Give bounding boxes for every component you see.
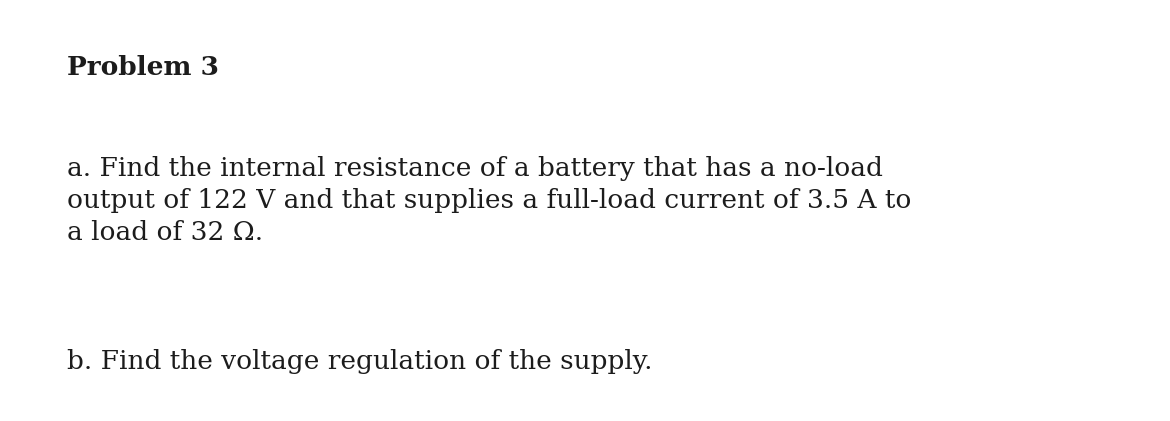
Text: a. Find the internal resistance of a battery that has a no-load
output of 122 V : a. Find the internal resistance of a bat…: [67, 156, 911, 245]
Text: b. Find the voltage regulation of the supply.: b. Find the voltage regulation of the su…: [67, 349, 652, 374]
Text: Problem 3: Problem 3: [67, 55, 219, 80]
